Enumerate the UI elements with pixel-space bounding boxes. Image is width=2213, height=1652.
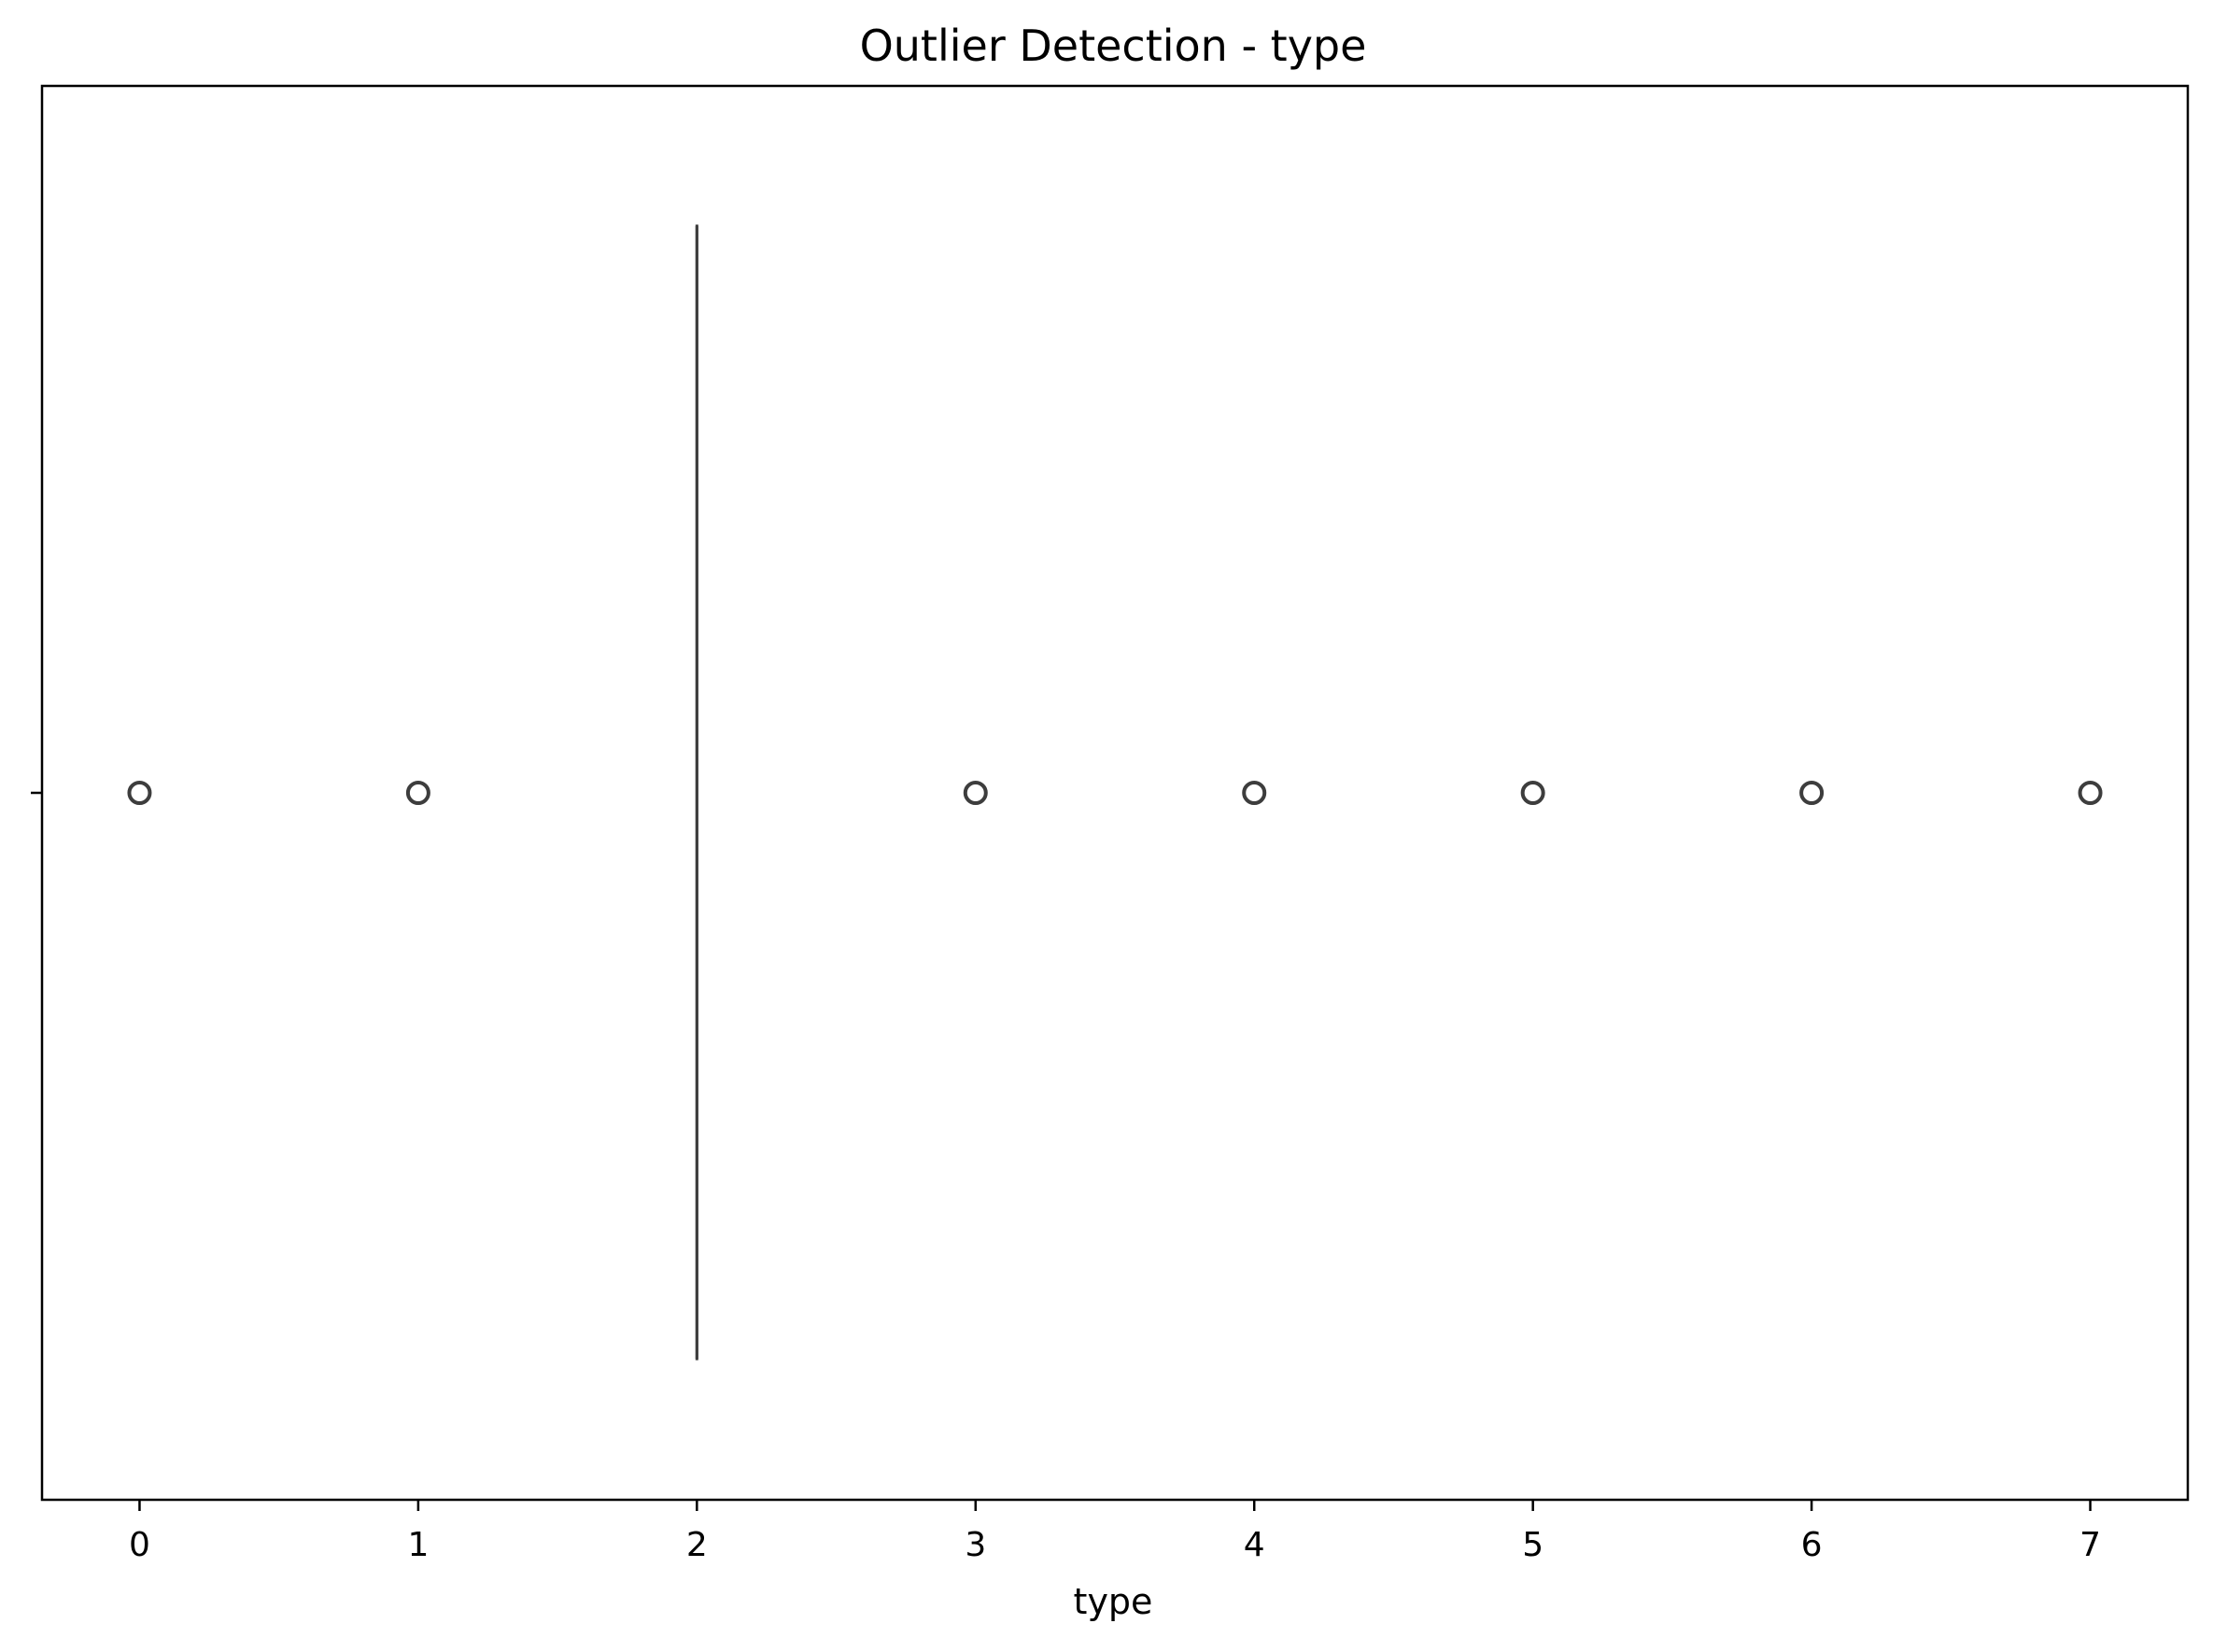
outlier-point (129, 783, 149, 803)
x-axis-label: type (1074, 1581, 1153, 1622)
outlier-point (2080, 783, 2101, 803)
outlier-point (966, 783, 986, 803)
chart-title: Outlier Detection - type (860, 21, 1367, 71)
outlier-point (1244, 783, 1264, 803)
x-tick-label: 5 (1522, 1526, 1543, 1564)
axes-frame (42, 86, 2188, 1500)
outlier-point (408, 783, 429, 803)
x-tick-label: 6 (1801, 1526, 1823, 1564)
plot-area: 0 1 2 3 4 5 6 7 (31, 86, 2188, 1564)
x-tick-label: 2 (686, 1526, 708, 1564)
outlier-point (1801, 783, 1822, 803)
x-tick-label: 4 (1244, 1526, 1265, 1564)
x-tick-label: 3 (965, 1526, 986, 1564)
outlier-point (1523, 783, 1543, 803)
x-tick-label: 1 (407, 1526, 429, 1564)
x-tick-label: 0 (129, 1526, 150, 1564)
x-tick-label: 7 (2079, 1526, 2101, 1564)
